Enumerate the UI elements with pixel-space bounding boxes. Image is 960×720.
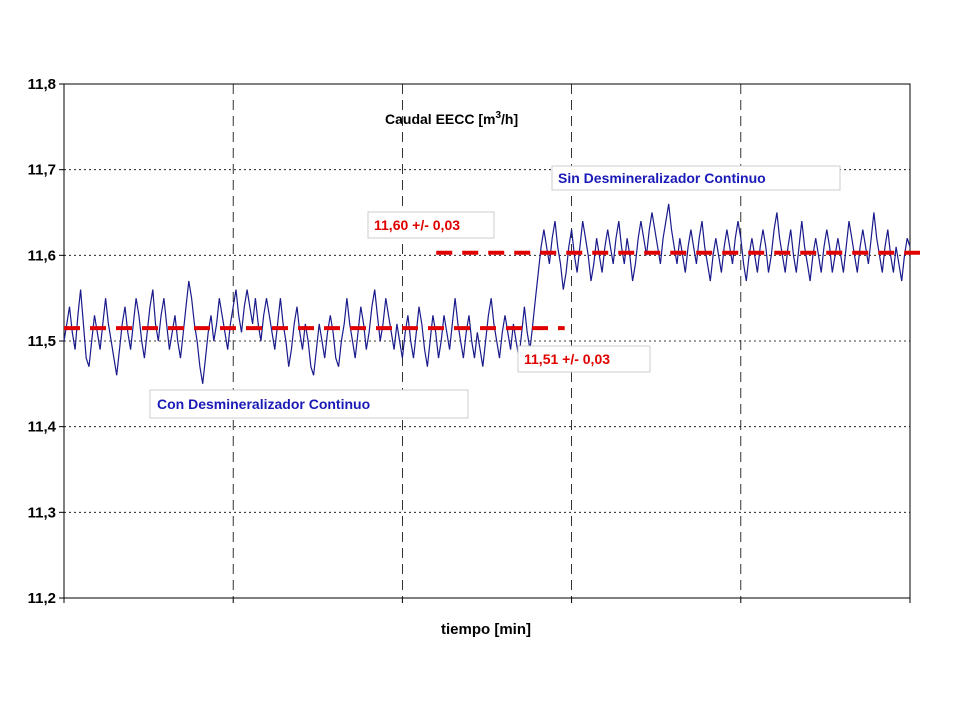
annotation-con-box: [149, 389, 469, 419]
grid: [64, 84, 910, 598]
chart-title: Caudal EECC [m3/h]: [385, 110, 518, 127]
annotation-mean-low-box: [517, 345, 651, 373]
y-axis-ticks: 11,2 11,3 11,4 11,5 11,6 11,7 11,8: [28, 76, 64, 607]
x-axis-ticks: [63, 598, 911, 603]
annotation-con: Con Desmineralizador Continuo: [157, 396, 370, 412]
x-axis-label: tiempo [min]: [441, 621, 531, 638]
y-tick-label: 11,8: [28, 76, 56, 93]
mean-lines: [64, 250, 920, 331]
y-tick-label: 11,2: [28, 590, 56, 607]
annotation-mean-low: 11,51 +/- 0,03: [524, 351, 610, 367]
y-tick-label: 11,6: [28, 247, 56, 264]
y-tick-label: 11,5: [28, 333, 56, 350]
annotation-sin: Sin Desmineralizador Continuo: [558, 170, 766, 186]
annotation-sin-box: [551, 165, 841, 191]
y-tick-label: 11,4: [28, 419, 57, 436]
y-tick-label: 11,3: [28, 504, 56, 521]
annotation-mean-high-box: [367, 211, 495, 239]
annotation-mean-high: 11,60 +/- 0,03: [374, 217, 460, 233]
y-tick-label: 11,7: [28, 162, 56, 179]
